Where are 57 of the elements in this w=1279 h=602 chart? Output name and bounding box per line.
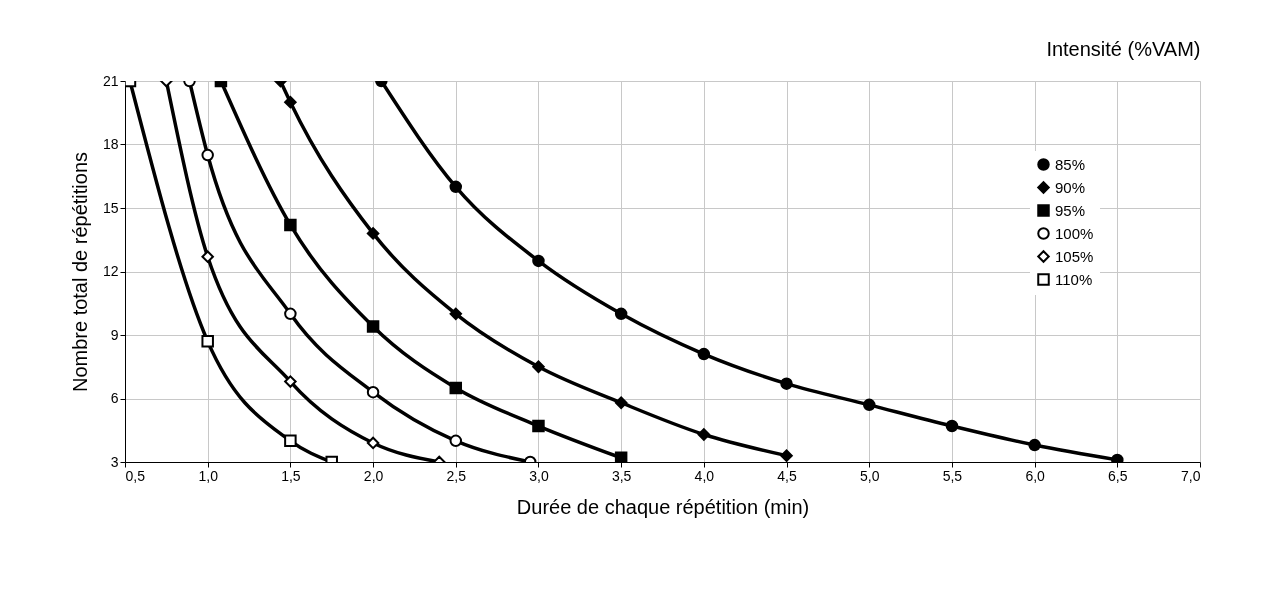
point <box>284 434 297 448</box>
x-tick-label: 5,0 <box>860 467 880 484</box>
y-tick-label: 21 <box>102 72 119 89</box>
x-tick-label: 7,0 <box>1181 467 1201 484</box>
point <box>449 307 463 321</box>
point <box>532 254 545 268</box>
point <box>284 375 297 388</box>
x-tick-label: 4,0 <box>694 467 715 484</box>
point <box>449 434 463 448</box>
point <box>201 335 214 348</box>
legend-label: 100% <box>1055 224 1094 242</box>
y-tick-label: 18 <box>102 136 119 152</box>
y-axis-title: Nombre total de répétitions <box>68 151 91 393</box>
point <box>532 419 545 433</box>
point <box>284 307 297 321</box>
x-tick-label: 6,0 <box>1025 467 1046 484</box>
point <box>449 180 463 194</box>
y-tick-label: 12 <box>102 263 119 279</box>
x-tick-label: 2,5 <box>446 467 467 484</box>
legend-label: 95% <box>1055 201 1086 219</box>
x-tick-label: 5,5 <box>942 467 963 484</box>
x-tick-label: 0,5 <box>125 467 146 484</box>
point <box>780 449 793 462</box>
legend-label: 105% <box>1055 247 1094 265</box>
x-tick-label: 1,0 <box>198 467 219 484</box>
point <box>697 347 711 361</box>
x-tick-label: 1,5 <box>281 467 301 484</box>
legend-label: 110% <box>1055 270 1093 288</box>
y-tick-label: 9 <box>110 326 119 343</box>
point <box>1028 438 1041 452</box>
point <box>284 218 297 232</box>
x-axis-title: Durée de chaque répétition (min) <box>516 495 810 518</box>
point <box>366 320 380 333</box>
x-tick-label: 3,5 <box>611 467 632 484</box>
point <box>366 436 380 450</box>
point <box>614 396 628 409</box>
point <box>697 428 711 441</box>
y-tick-label: 6 <box>110 390 119 406</box>
x-tick-label: 2,0 <box>363 467 384 484</box>
point <box>614 307 628 321</box>
point <box>614 451 628 462</box>
point <box>201 250 214 263</box>
y-tick-label: 15 <box>102 199 119 216</box>
point <box>532 360 545 373</box>
point <box>862 398 876 412</box>
legend-label: 85% <box>1055 155 1086 173</box>
point <box>945 419 959 433</box>
point <box>449 381 463 395</box>
point <box>780 377 793 390</box>
point <box>366 385 380 399</box>
legend-label: 90% <box>1055 178 1086 196</box>
x-tick-label: 3,0 <box>529 467 549 484</box>
x-tick-label: 6,5 <box>1108 467 1128 484</box>
point <box>366 227 380 240</box>
y-tick-label: 3 <box>110 453 119 470</box>
x-tick-label: 4,5 <box>777 467 797 484</box>
legend-title: Intensité (%VAM) <box>1046 38 1201 60</box>
